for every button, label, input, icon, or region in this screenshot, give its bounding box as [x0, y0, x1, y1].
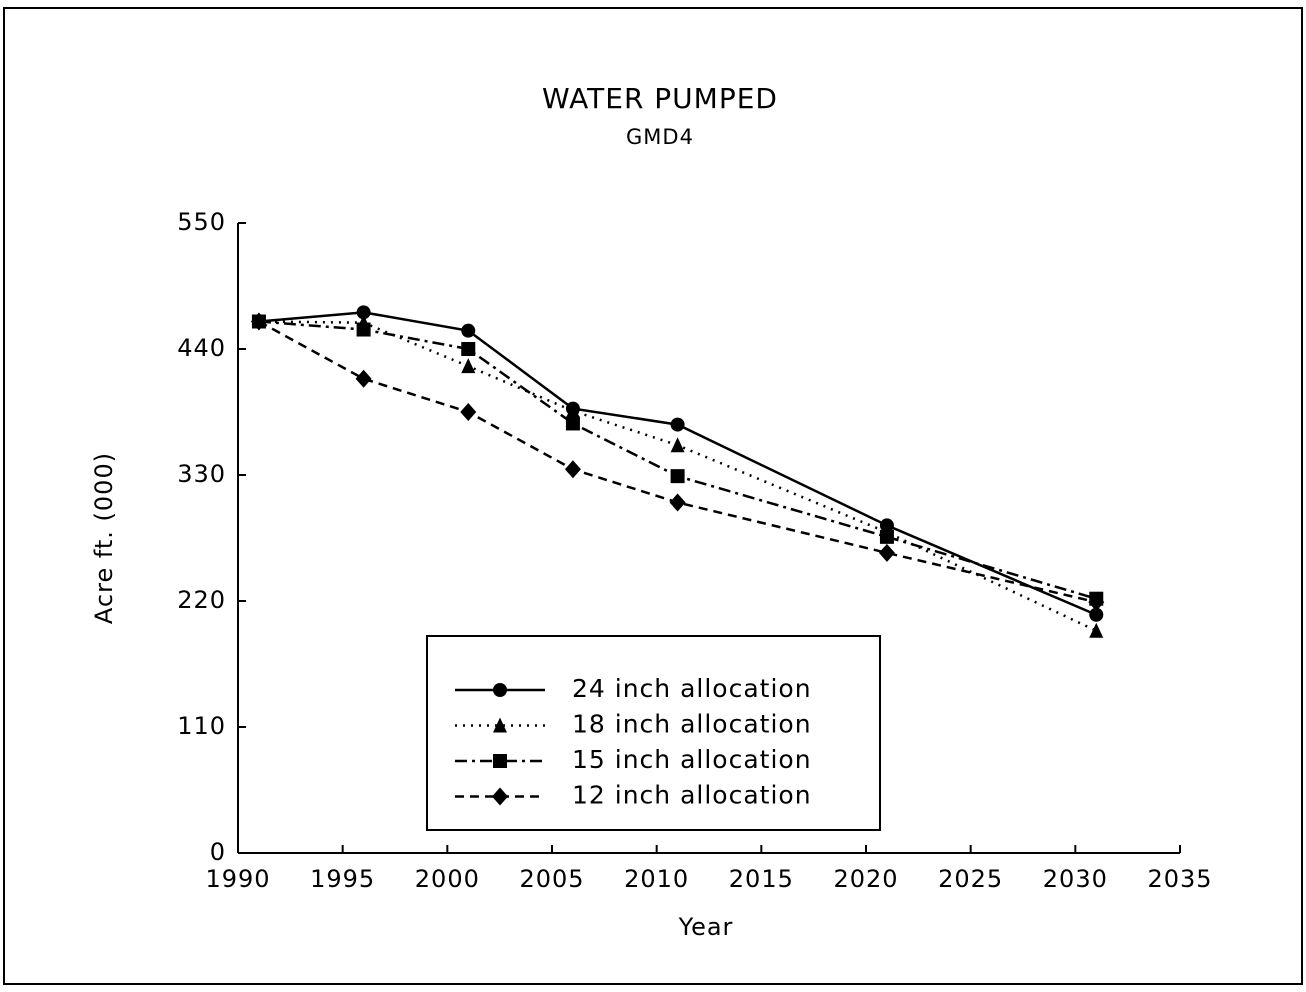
x-tick-label: 1990 [205, 865, 270, 893]
marker [356, 305, 371, 320]
marker [564, 460, 581, 479]
y-tick-label: 0 [210, 838, 226, 866]
marker [879, 529, 894, 544]
legend [426, 635, 881, 831]
x-tick-label: 2025 [938, 865, 1003, 893]
y-axis-label: Acre ft. (000) [90, 452, 118, 624]
series-line [258, 311, 1097, 616]
chart-title: WATER PUMPED [542, 82, 778, 115]
marker [493, 754, 507, 768]
y-tick-label: 220 [177, 586, 226, 614]
legend-label: 18 inch allocation [572, 710, 812, 739]
legend-label: 12 inch allocation [572, 781, 812, 810]
marker [669, 493, 686, 512]
marker [461, 342, 476, 356]
y-tick-label: 550 [177, 208, 226, 236]
x-tick-label: 2035 [1147, 865, 1212, 893]
marker [493, 683, 507, 697]
marker [670, 417, 685, 432]
marker [356, 322, 371, 337]
marker [565, 416, 580, 431]
chart-subtitle: GMD4 [626, 125, 694, 149]
marker [355, 369, 372, 388]
marker [670, 437, 685, 453]
legend-label: 24 inch allocation [572, 674, 812, 703]
y-tick-label: 330 [177, 460, 226, 488]
series-line [258, 320, 1097, 600]
marker [1089, 622, 1104, 638]
marker [565, 402, 580, 418]
x-tick-label: 1995 [310, 865, 375, 893]
marker [493, 717, 507, 733]
marker [1089, 607, 1104, 622]
x-tick-label: 2010 [624, 865, 689, 893]
legend-label: 15 inch allocation [572, 745, 812, 774]
x-tick-label: 2000 [415, 865, 480, 893]
marker [492, 787, 508, 806]
marker [461, 323, 476, 338]
marker [250, 312, 267, 331]
marker [460, 403, 477, 421]
x-tick-label: 2015 [729, 865, 794, 893]
x-tick-label: 2020 [833, 865, 898, 893]
y-tick-label: 440 [177, 334, 226, 362]
x-axis-label: Year [678, 913, 734, 941]
marker [670, 469, 685, 484]
frame [3, 7, 1303, 985]
marker [461, 358, 476, 374]
y-tick-label: 110 [177, 712, 226, 740]
marker [878, 543, 895, 562]
x-tick-label: 2030 [1043, 865, 1108, 893]
x-tick-label: 2005 [519, 865, 584, 893]
marker [1088, 593, 1105, 612]
